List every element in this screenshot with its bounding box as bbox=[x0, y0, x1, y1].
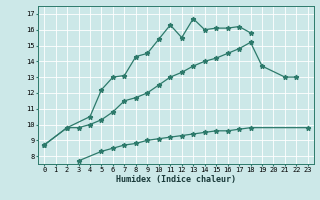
X-axis label: Humidex (Indice chaleur): Humidex (Indice chaleur) bbox=[116, 175, 236, 184]
